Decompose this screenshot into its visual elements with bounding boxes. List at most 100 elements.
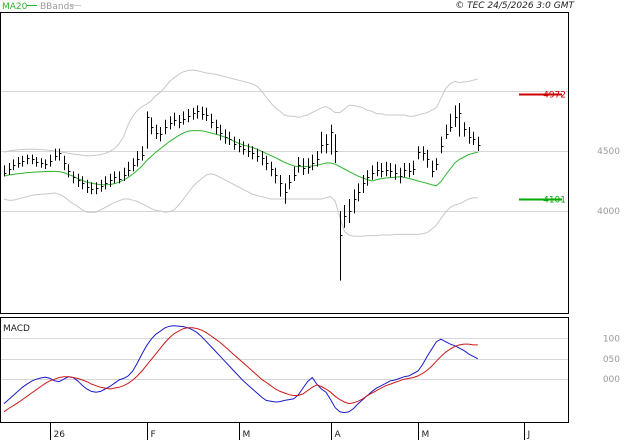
price-bar (367, 170, 370, 186)
price-bar (432, 160, 435, 178)
price-bar (459, 103, 462, 137)
price-bar (390, 163, 393, 178)
price-bar (229, 131, 232, 145)
price-bar (423, 146, 426, 161)
price-bar (344, 205, 347, 228)
price-bar (349, 199, 352, 223)
price-bar (317, 151, 320, 167)
price-bar (441, 136, 444, 154)
macd-tick-label: 100 (603, 334, 620, 344)
price-bar (271, 161, 274, 177)
price-bar (73, 171, 76, 184)
price-bar (404, 163, 407, 178)
macd-title: MACD (3, 324, 30, 334)
price-bar (32, 154, 35, 165)
price-bar (170, 116, 173, 130)
price-bar (36, 157, 39, 167)
price-bar (105, 176, 108, 190)
price-bar (151, 117, 154, 135)
price-bar (124, 167, 127, 181)
price-bar (257, 148, 260, 162)
price-bar (400, 167, 403, 184)
price-bar (110, 173, 113, 187)
bbands-legend-label: BBands (40, 2, 74, 12)
price-bar (266, 155, 269, 171)
price-bar (326, 134, 329, 154)
price-bar (436, 158, 439, 171)
price-bar (243, 141, 246, 155)
price-bar (312, 154, 315, 171)
price-bar (248, 143, 251, 157)
price-bar (96, 182, 99, 195)
price-bar (50, 154, 53, 167)
x-tick-label: F (151, 430, 156, 440)
price-bar (239, 139, 242, 153)
price-bar (119, 171, 122, 184)
price-bar (197, 105, 200, 119)
price-bar (262, 151, 265, 166)
price-bar (285, 183, 288, 204)
price-bar (303, 158, 306, 175)
price-bar (280, 175, 283, 197)
price-bar (101, 179, 104, 192)
price-bar (455, 105, 458, 127)
price-bar (289, 175, 292, 190)
price-bar (183, 111, 186, 125)
price-bar (409, 163, 412, 178)
price-bar (469, 127, 472, 144)
x-tick-label: A (335, 430, 342, 440)
price-bar (298, 157, 301, 173)
price-bar (156, 124, 159, 139)
price-bar (147, 111, 150, 149)
x-tick-label: 26 (54, 430, 66, 440)
price-bar (321, 131, 324, 154)
price-bar (64, 155, 67, 171)
price-bar (128, 161, 131, 177)
price-bar (68, 164, 71, 178)
copyright-text: © TEC 24/5/2026 3:0 GMT (455, 1, 575, 11)
price-bar (9, 163, 12, 175)
price-bar (377, 161, 380, 177)
price-bar (137, 151, 140, 167)
price-bar (55, 148, 58, 161)
price-bar (179, 115, 182, 129)
price-bar (294, 166, 297, 181)
price-bar (464, 122, 467, 137)
price-bar (27, 154, 30, 165)
price-bar (4, 165, 7, 177)
price-bar (252, 146, 255, 160)
price-bar (372, 165, 375, 180)
price-bar (59, 148, 62, 161)
price-bar (41, 158, 44, 168)
price-bar (413, 160, 416, 175)
bband-upper-line (3, 69, 478, 157)
price-bar (381, 163, 384, 178)
price-bar (160, 127, 163, 142)
price-bar (478, 136, 481, 151)
price-bar (275, 167, 278, 184)
price-bar (450, 113, 453, 132)
price-bar (45, 159, 48, 169)
price-bar (206, 107, 209, 121)
price-bar (358, 183, 361, 202)
price-bar (18, 157, 21, 168)
price-bar (340, 211, 343, 281)
price-bar (234, 136, 237, 150)
price-bar (193, 107, 196, 120)
price-bar (13, 159, 16, 171)
price-bar (427, 149, 430, 168)
price-bar (220, 124, 223, 141)
price-bar (188, 109, 191, 123)
ma20-legend-label: MA20 (2, 2, 28, 12)
price-bar (335, 134, 338, 163)
price-bar (91, 182, 94, 195)
price-bar (354, 189, 357, 214)
price-bar (165, 119, 168, 135)
macd-panel-frame (0, 317, 569, 423)
price-bar (363, 175, 366, 193)
price-bar (216, 119, 219, 135)
resistance-level-label: 4972 (543, 91, 566, 101)
price-bar (142, 146, 145, 161)
price-bar (225, 129, 228, 144)
